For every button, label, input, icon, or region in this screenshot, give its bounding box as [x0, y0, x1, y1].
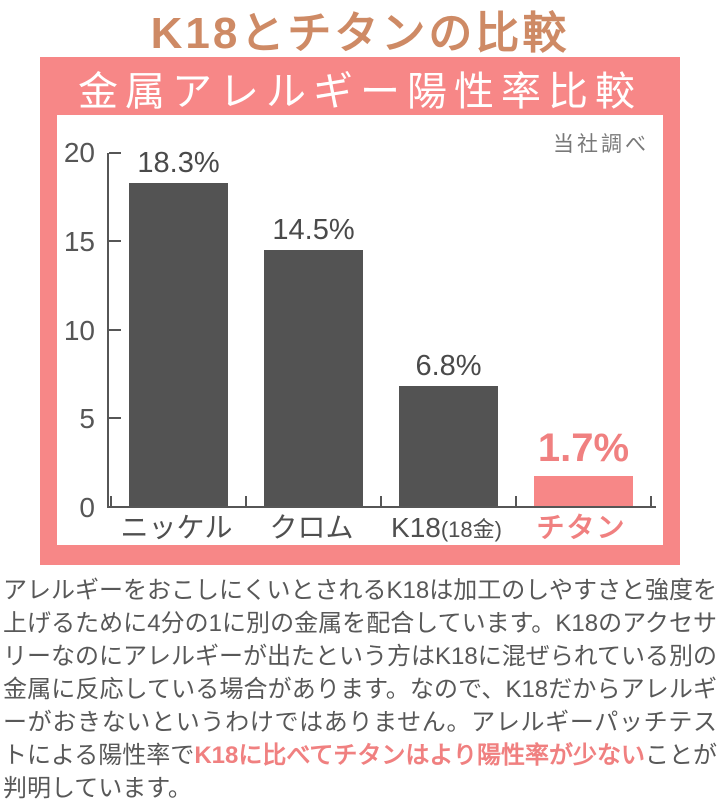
- bar-value-label: 14.5%: [272, 214, 355, 247]
- x-tick-mark: [380, 496, 382, 506]
- description-segment: アレルギーをおこしにくいとされるK18は加工のしやすさと強度を上げるために4分の…: [3, 577, 717, 769]
- bar-K18(18金): 6.8%: [398, 351, 499, 506]
- category-label-main: K18: [391, 512, 441, 543]
- y-tick-mark: [109, 152, 121, 154]
- bar-slot: 18.3%: [111, 149, 246, 506]
- y-tick-label: 15: [63, 225, 95, 257]
- y-tick-mark: [109, 328, 121, 331]
- x-tick-mark: [110, 496, 112, 506]
- y-tick-label: 10: [63, 314, 95, 346]
- chart-title-banner: 金属アレルギー陽性率比較: [78, 70, 642, 114]
- infographic-page: { "page_title": "K18とチタンの比較", "colors": …: [3, 8, 718, 802]
- x-tick-mark: [515, 496, 517, 506]
- bars-container: 18.3% 14.5% 6.8% 1.7%: [110, 149, 652, 506]
- y-tick-label: 5: [79, 403, 95, 435]
- category-label-main: クロム: [269, 512, 354, 543]
- bar-value-label: 18.3%: [137, 147, 220, 180]
- category-label-main: チタン: [536, 512, 627, 543]
- category-label: チタン: [514, 512, 649, 544]
- bar-slot: 6.8%: [381, 153, 516, 506]
- category-label: K18(18金): [379, 512, 514, 544]
- chart-card: 当社調べ 0 5 10 15 20 18.3% 14.5% 6.8% 1.7% ニッケル クロム…: [57, 115, 663, 545]
- bar-チタン: 1.7%: [533, 428, 634, 506]
- y-tick-label: 20: [63, 137, 95, 168]
- description-text: アレルギーをおこしにくいとされるK18は加工のしやすさと強度を上げるために4分の…: [3, 574, 717, 805]
- y-tick-label: 0: [79, 492, 95, 523]
- bar-ニッケル: 18.3%: [128, 149, 229, 506]
- y-tick-mark: [109, 416, 121, 419]
- description-highlight: K18に比べてチタンはより陽性率が少ない: [194, 742, 645, 769]
- x-axis-labels: ニッケル クロム K18(18金) チタン: [109, 512, 649, 544]
- category-label: クロム: [244, 512, 379, 544]
- x-tick-mark: [245, 496, 247, 506]
- comparison-panel: 金属アレルギー陽性率比較 当社調べ 0 5 10 15 20 18.3% 14.5% 6.8…: [40, 57, 680, 565]
- y-tick-mark: [109, 240, 121, 243]
- x-tick-mark: [650, 496, 652, 506]
- bar-value-label: 1.7%: [537, 426, 630, 470]
- bar-slot: 1.7%: [516, 153, 651, 506]
- bar-クロム: 14.5%: [263, 216, 364, 506]
- plot-area: 18.3% 14.5% 6.8% 1.7%: [107, 149, 656, 508]
- source-note: 当社調べ: [553, 133, 649, 156]
- page-title: K18とチタンの比較: [150, 8, 570, 58]
- category-label-small: (18金): [440, 517, 502, 542]
- category-label-main: ニッケル: [120, 512, 233, 543]
- category-label: ニッケル: [109, 512, 244, 544]
- bar-value-label: 6.8%: [415, 349, 482, 382]
- bar-slot: 14.5%: [246, 153, 381, 506]
- y-axis-labels: 0 5 10 15 20: [57, 139, 103, 522]
